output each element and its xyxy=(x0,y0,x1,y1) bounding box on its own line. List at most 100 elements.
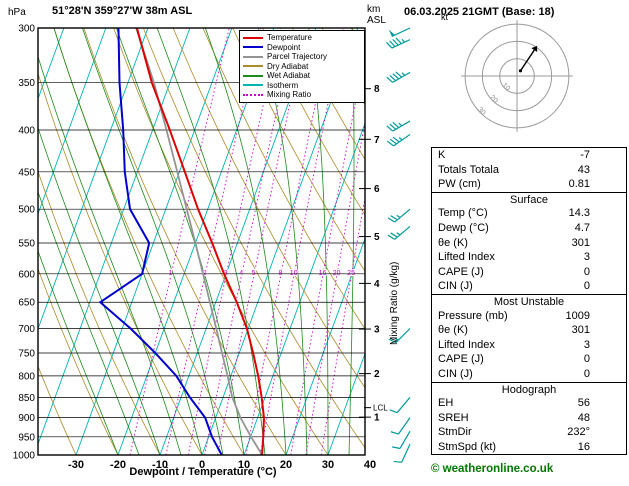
pressure-tick-label: 750 xyxy=(18,348,35,359)
legend-item: Parcel Trajectory xyxy=(243,52,361,62)
stats-label: Temp (°C) xyxy=(438,207,488,220)
mixing-ratio-line xyxy=(217,28,307,455)
wind-barb xyxy=(388,328,411,344)
mixing-ratio-line xyxy=(245,28,332,455)
mixing-ratio-label: 2 xyxy=(203,270,207,277)
stats-row: θe (K) 301 xyxy=(432,323,626,338)
mixing-ratio-line xyxy=(290,51,365,455)
pressure-tick-label: 650 xyxy=(18,298,35,309)
wind-barb xyxy=(392,430,411,450)
pressure-unit-label: hPa xyxy=(8,7,26,18)
stats-value: 0 xyxy=(583,367,590,380)
stats-row: StmSpd (kt) 16 xyxy=(432,440,626,455)
km-tick-label: 1 xyxy=(374,413,380,424)
stats-row: StmDir 232° xyxy=(432,425,626,440)
mixing-ratio-label: 8 xyxy=(279,270,283,277)
stats-label: Lifted Index xyxy=(438,338,495,351)
stats-value: 301 xyxy=(571,236,590,249)
stats-row: CAPE (J) 0 xyxy=(432,352,626,367)
legend-line-swatch xyxy=(243,55,263,58)
stats-value: 48 xyxy=(577,411,590,424)
isotherm-line xyxy=(327,352,365,455)
wind-barb xyxy=(386,133,411,147)
dry-adiabat-line xyxy=(291,28,365,161)
stats-row: Dewp (°C) 4.7 xyxy=(432,221,626,236)
stats-label: θe (K) xyxy=(438,324,468,337)
legend-line-swatch xyxy=(243,46,263,49)
dry-adiabat-line xyxy=(38,365,77,455)
asl-unit-label: ASL xyxy=(367,15,386,26)
legend-label: Isotherm xyxy=(267,80,299,90)
legend-line-swatch xyxy=(243,84,263,87)
pressure-tick-label: 550 xyxy=(18,238,35,249)
mixing-ratio-label: 10 xyxy=(290,270,298,277)
stats-label: PW (cm) xyxy=(438,178,481,191)
hodograph-ring xyxy=(464,23,570,129)
kt-unit-label: kt xyxy=(441,12,449,22)
stats-label: CAPE (J) xyxy=(438,265,484,278)
legend-item: Isotherm xyxy=(243,81,361,91)
mixing-ratio-label: 4 xyxy=(239,270,243,277)
wet-adiabat-line xyxy=(116,28,245,455)
mixing-ratio-label: 20 xyxy=(333,270,341,277)
stats-row: K -7 xyxy=(432,148,626,163)
pressure-tick-label: 500 xyxy=(18,205,35,216)
stats-label: Dewp (°C) xyxy=(438,221,489,234)
hodograph-ring-label: 10 xyxy=(501,82,512,93)
isotherm-line xyxy=(38,28,191,446)
stats-label: Totals Totala xyxy=(438,163,499,176)
wind-barb xyxy=(387,208,411,223)
x-axis-label: Dewpoint / Temperature (°C) xyxy=(129,466,277,478)
dry-adiabat-line xyxy=(232,28,365,273)
temp-tick-label: -20 xyxy=(110,459,126,471)
dewpoint-curve xyxy=(98,28,223,455)
wind-barb xyxy=(386,71,411,83)
hodograph-ring-label: 20 xyxy=(488,94,499,105)
stats-row: Pressure (mb) 1009 xyxy=(432,309,626,324)
mixing-ratio-label: 3 xyxy=(224,270,228,277)
legend-label: Dewpoint xyxy=(267,42,301,52)
stats-label: SREH xyxy=(438,411,469,424)
wind-barb xyxy=(386,120,411,132)
legend-label: Parcel Trajectory xyxy=(267,52,328,62)
temp-tick-label: -10 xyxy=(152,459,168,471)
temperature-curve xyxy=(135,28,265,455)
stats-value: 0.81 xyxy=(568,178,590,191)
wind-barb xyxy=(388,27,411,37)
legend-label: Dry Adiabat xyxy=(267,61,309,71)
isotherm-line xyxy=(285,237,365,455)
mixing-ratio-line xyxy=(320,195,365,455)
stats-section-title: Most Unstable xyxy=(432,293,626,309)
pressure-tick-label: 600 xyxy=(18,269,35,280)
wind-barb xyxy=(390,417,411,435)
km-tick-label: 6 xyxy=(374,184,380,195)
temp-tick-label: -30 xyxy=(68,459,84,471)
stats-section-title: Hodograph xyxy=(432,381,626,397)
stats-value: 14.3 xyxy=(568,207,590,220)
wind-barb xyxy=(387,226,411,240)
chart-grid: 1 2 3 4 5 8 10 16 20 25 xyxy=(38,28,365,455)
stats-label: Lifted Index xyxy=(438,251,495,264)
stats-section-title: Surface xyxy=(432,191,626,207)
stats-label: StmDir xyxy=(438,426,472,439)
stats-value: 4.7 xyxy=(574,221,590,234)
stats-row: PW (cm) 0.81 xyxy=(432,177,626,192)
stats-label: CIN (J) xyxy=(438,367,473,380)
stats-value: 3 xyxy=(583,251,590,264)
legend-item: Dewpoint xyxy=(243,43,361,53)
stats-label: EH xyxy=(438,397,454,410)
km-tick-label: 7 xyxy=(374,135,380,146)
legend-item: Dry Adiabat xyxy=(243,62,361,72)
stats-row: SREH 48 xyxy=(432,411,626,426)
pressure-tick-label: 300 xyxy=(18,24,35,35)
km-tick-label: 2 xyxy=(374,369,380,380)
hodograph-ring-label: 30 xyxy=(476,106,487,117)
legend-line-swatch xyxy=(243,93,263,96)
stats-value: 0 xyxy=(583,280,590,293)
stats-row: Lifted Index 3 xyxy=(432,338,626,353)
pressure-tick-label: 850 xyxy=(18,393,35,404)
mixing-ratio-label: 25 xyxy=(347,270,355,277)
stats-value: 3 xyxy=(583,338,590,351)
stats-value: 0 xyxy=(583,265,590,278)
